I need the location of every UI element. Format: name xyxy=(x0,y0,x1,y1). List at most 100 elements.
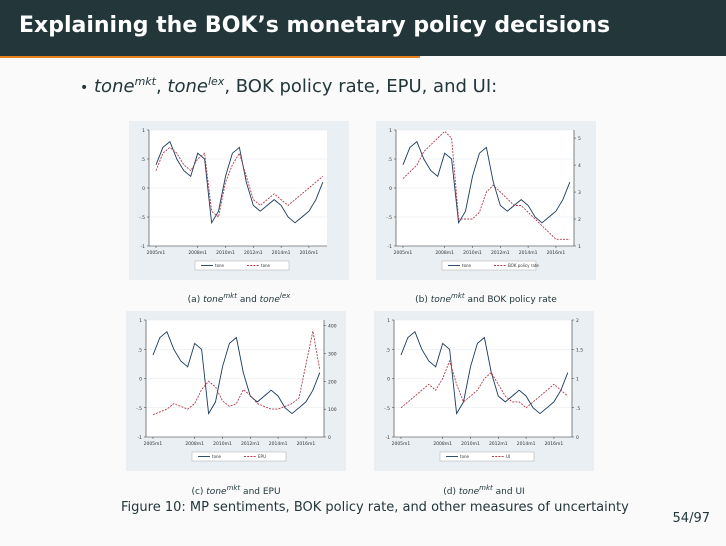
x-tick-label: 2005m1 xyxy=(394,250,413,256)
chart-d: -1 -.5 0 .5 1 0 .5 1 1.5 2 2005m1 2008m1 2010m1 2012m… xyxy=(384,318,583,462)
series-line-1 xyxy=(402,140,571,225)
y2-tick-label: 1 xyxy=(576,377,579,383)
x-tick-label: 2010m1 xyxy=(461,441,480,447)
y-tick-label: .5 xyxy=(141,157,145,163)
x-tick-label: 2008m1 xyxy=(433,441,452,447)
subcaption-d-mid: and UI xyxy=(492,487,525,497)
x-tick-label: 2008m1 xyxy=(435,250,454,256)
y2-tick-label: 0 xyxy=(576,435,579,441)
bullet-rest: , BOK policy rate, EPU, and UI: xyxy=(224,76,498,97)
x-tick-label: 2010m1 xyxy=(213,441,232,447)
y-tick-label: .5 xyxy=(386,347,390,353)
bullet-sup-2: lex xyxy=(207,75,225,88)
legend-box xyxy=(194,260,290,271)
x-tick-label: 2016m1 xyxy=(545,441,564,447)
chart-panel-a: -1 -.5 0 .5 1 2005m1 2008m1 2010m1 2012m1 2014m1 2… xyxy=(129,121,349,280)
subcaption-b-prefix: (b) xyxy=(415,295,431,305)
y2-tick-label: 2 xyxy=(578,217,581,223)
subcaption-a-mid: and xyxy=(236,295,260,305)
x-tick-label: 2010m1 xyxy=(216,250,235,256)
y-tick-label: -1 xyxy=(388,244,393,250)
figure-text: MP sentiments, BOK policy rate, and othe… xyxy=(185,500,629,515)
x-tick-label: 2008m1 xyxy=(188,250,207,256)
subcaption-d-sup1: mkt xyxy=(479,484,493,492)
subcaption-d-var1: tone xyxy=(458,487,480,497)
x-tick-label: 2014m1 xyxy=(269,441,288,447)
y-tick-label: .5 xyxy=(388,157,392,163)
y2-tick-label: .5 xyxy=(576,406,580,412)
title-underline xyxy=(0,56,420,58)
x-tick-label: 2012m1 xyxy=(491,250,510,256)
y2-tick-label: 400 xyxy=(328,324,337,330)
x-tick-label: 2016m1 xyxy=(300,250,319,256)
subcaption-a-var1: tone xyxy=(203,295,224,305)
x-tick-label: 2014m1 xyxy=(517,441,536,447)
y2-tick-label: 4 xyxy=(578,163,581,169)
legend-box xyxy=(191,451,287,462)
bullet-var-1: tone xyxy=(94,76,135,97)
y2-tick-label: 2 xyxy=(576,318,579,324)
y2-tick-label: 1.5 xyxy=(576,347,583,353)
bullet-sep: , xyxy=(155,76,168,97)
y-tick-label: -.5 xyxy=(384,406,390,412)
y-tick-label: 1 xyxy=(387,318,390,324)
bullet-var-2: tone xyxy=(167,76,208,97)
series-line-1 xyxy=(155,140,324,225)
chart-panel-b: -1 -.5 0 .5 1 1 2 3 4 5 2005m1 2008m1 2010m1 2012m1 20… xyxy=(376,121,596,280)
legend-box xyxy=(441,260,537,271)
x-tick-label: 2016m1 xyxy=(297,441,316,447)
y-tick-label: -.5 xyxy=(386,215,392,221)
legend-label: BOK policy rate xyxy=(508,263,539,268)
y-tick-label: -1 xyxy=(141,244,146,250)
series-line-2 xyxy=(152,331,321,416)
subcaption-b-var1: tone xyxy=(430,295,452,305)
subcaption-d-prefix: (d) xyxy=(443,487,459,497)
x-tick-label: 2016m1 xyxy=(547,250,566,256)
y-tick-label: -1 xyxy=(386,435,391,441)
y-tick-label: 1 xyxy=(142,128,145,134)
legend-label: EPU xyxy=(258,454,266,459)
chart-panel-d: -1 -.5 0 .5 1 0 .5 1 1.5 2 2005m1 2008m1 2010m1 2012m… xyxy=(374,311,594,471)
bullet-dot: • xyxy=(80,80,89,96)
figure-caption: Figure 10: MP sentiments, BOK policy rat… xyxy=(121,500,629,515)
x-tick-label: 2005m1 xyxy=(147,250,166,256)
subcaption-c-prefix: (c) xyxy=(191,487,207,497)
x-tick-label: 2005m1 xyxy=(144,441,163,447)
x-tick-label: 2012m1 xyxy=(244,250,263,256)
x-tick-label: 2012m1 xyxy=(241,441,260,447)
y2-tick-label: 5 xyxy=(578,136,581,142)
subcaption-a-sup2: lex xyxy=(279,292,291,300)
legend-box xyxy=(439,451,535,462)
y-tick-label: 0 xyxy=(387,377,390,383)
legend-label: tone xyxy=(462,263,472,268)
x-tick-label: 2008m1 xyxy=(185,441,204,447)
subcaption-b-mid: and BOK policy rate xyxy=(464,295,557,305)
x-tick-label: 2014m1 xyxy=(519,250,538,256)
x-tick-label: 2010m1 xyxy=(463,250,482,256)
legend-label: UI xyxy=(506,454,510,459)
chart-b: -1 -.5 0 .5 1 1 2 3 4 5 2005m1 2008m1 2010m1 2012m1 20… xyxy=(386,128,581,271)
y-tick-label: -.5 xyxy=(136,406,142,412)
y-tick-label: 1 xyxy=(139,318,142,324)
x-tick-label: 2014m1 xyxy=(272,250,291,256)
bullet-sup-1: mkt xyxy=(134,75,156,88)
chart-c: -1 -.5 0 .5 1 0 100 200 300 400 2005m1 2008m1 2010m1… xyxy=(136,318,337,462)
x-tick-label: 2005m1 xyxy=(392,441,411,447)
chart-a: -1 -.5 0 .5 1 2005m1 2008m1 2010m1 2012m1 2014m1 2… xyxy=(139,128,327,271)
series-line-1 xyxy=(400,330,569,415)
legend-label: tone xyxy=(212,454,222,459)
subcaption-c-sup1: mkt xyxy=(226,484,241,492)
subcaption-b: (b) tonemkt and BOK policy rate xyxy=(376,292,596,305)
y2-tick-label: 300 xyxy=(328,351,337,357)
legend-label: tone xyxy=(261,263,271,268)
series-line-1 xyxy=(152,330,321,415)
title-bar: Explaining the BOK’s monetary policy dec… xyxy=(0,0,726,56)
y-tick-label: 0 xyxy=(139,377,142,383)
figure-label: Figure 10: xyxy=(121,500,186,515)
x-tick-label: 2012m1 xyxy=(489,441,508,447)
y-tick-label: 1 xyxy=(389,128,392,134)
y-tick-label: -.5 xyxy=(139,215,145,221)
subcaption-b-sup1: mkt xyxy=(451,292,465,300)
bullet-text: • tonemkt, tonelex, BOK policy rate, EPU,… xyxy=(80,75,497,97)
subcaption-a-prefix: (a) xyxy=(187,295,204,305)
